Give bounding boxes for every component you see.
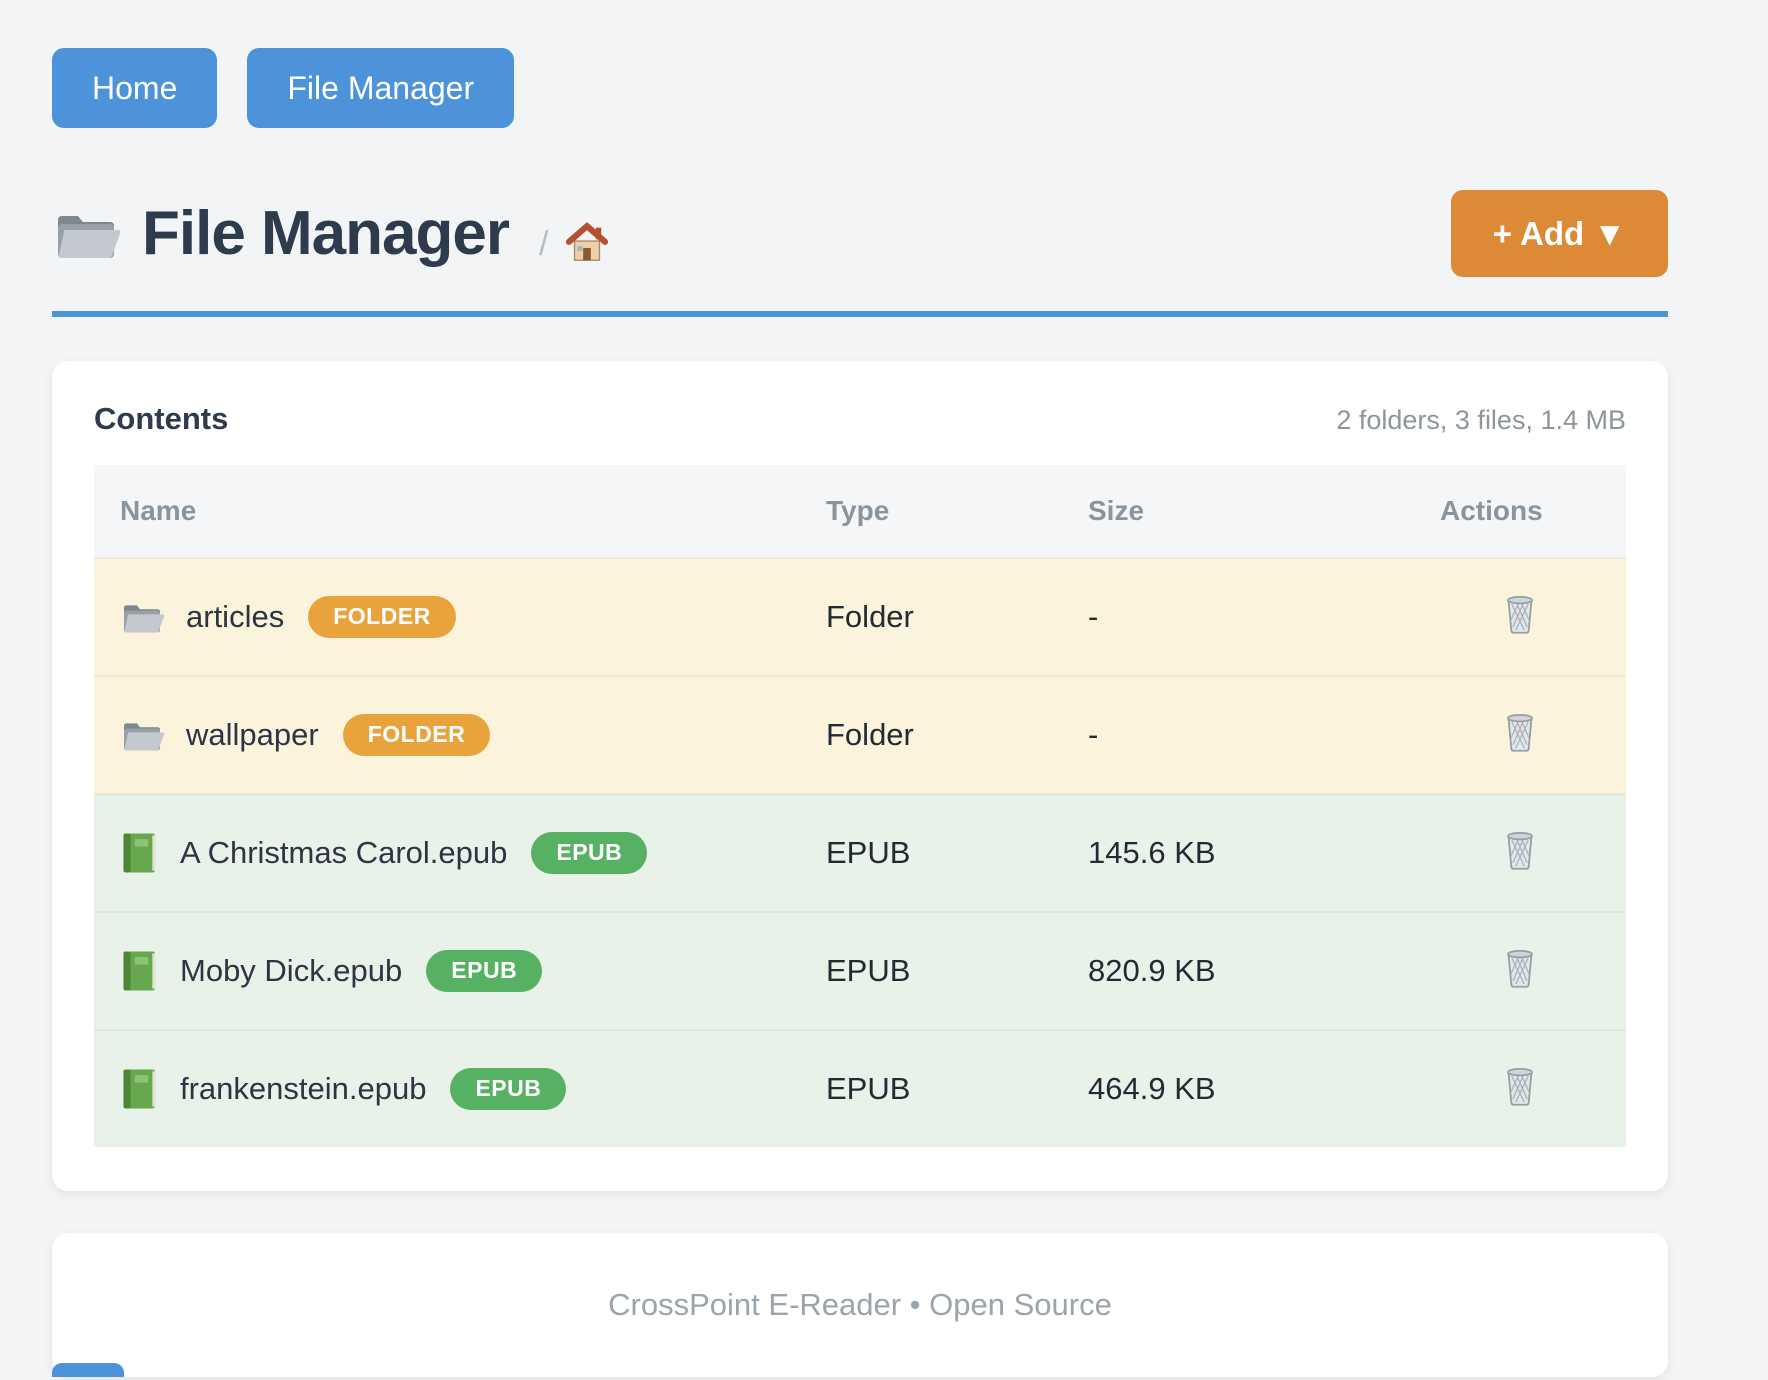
type-cell: EPUB [800, 793, 1062, 912]
trash-icon [1502, 949, 1538, 992]
table-header-row: Name Type Size Actions [94, 465, 1626, 558]
actions-cell [1414, 557, 1626, 676]
footer-card: CrossPoint E-Reader • Open Source [52, 1233, 1668, 1377]
trash-icon [1502, 713, 1538, 756]
partially-visible-button[interactable] [52, 1363, 124, 1377]
column-header-actions: Actions [1414, 465, 1626, 558]
type-badge: FOLDER [342, 714, 491, 756]
name-cell: articles FOLDER [94, 557, 800, 676]
file-table: Name Type Size Actions articles FOLDER Fol… [94, 465, 1626, 1147]
delete-button[interactable] [1502, 709, 1538, 753]
footer-text: CrossPoint E-Reader • Open Source [608, 1287, 1112, 1322]
size-cell: - [1062, 675, 1414, 794]
delete-button[interactable] [1502, 827, 1538, 871]
title-group: File Manager / [52, 198, 610, 269]
file-name[interactable]: frankenstein.epub [180, 1071, 427, 1106]
column-header-size: Size [1062, 465, 1414, 558]
contents-card: Contents 2 folders, 3 files, 1.4 MB Name… [52, 361, 1668, 1191]
type-cell: EPUB [800, 1029, 1062, 1147]
folder-icon [52, 205, 120, 263]
folder-icon [120, 599, 164, 635]
size-cell: 820.9 KB [1062, 911, 1414, 1030]
book-icon [120, 949, 158, 993]
trash-icon [1502, 831, 1538, 874]
type-cell: Folder [800, 675, 1062, 794]
page-title: File Manager [142, 199, 510, 268]
name-cell: A Christmas Carol.epub EPUB [94, 793, 800, 912]
table-row: A Christmas Carol.epub EPUB EPUB 145.6 KB [94, 793, 1626, 912]
home-button[interactable]: Home [52, 48, 218, 128]
file-name[interactable]: A Christmas Carol.epub [180, 835, 508, 870]
file-name[interactable]: articles [186, 599, 285, 634]
contents-summary: 2 folders, 3 files, 1.4 MB [1336, 405, 1626, 435]
top-nav: Home File Manager [52, 0, 1668, 128]
type-badge: EPUB [531, 832, 648, 874]
book-icon [120, 831, 158, 875]
actions-cell [1414, 793, 1626, 912]
file-name[interactable]: wallpaper [186, 717, 319, 752]
header-divider [52, 311, 1668, 317]
actions-cell [1414, 1029, 1626, 1147]
type-badge: FOLDER [308, 596, 456, 638]
delete-button[interactable] [1502, 945, 1538, 989]
trash-icon [1502, 1067, 1538, 1110]
trash-icon [1502, 595, 1538, 638]
actions-cell [1414, 911, 1626, 1030]
delete-button[interactable] [1502, 1063, 1538, 1107]
delete-button[interactable] [1502, 591, 1538, 635]
column-header-type: Type [800, 465, 1062, 558]
type-cell: EPUB [800, 911, 1062, 1030]
table-row: frankenstein.epub EPUB EPUB 464.9 KB [94, 1029, 1626, 1147]
size-cell: 145.6 KB [1062, 793, 1414, 912]
file-name[interactable]: Moby Dick.epub [180, 953, 403, 988]
contents-heading: Contents [94, 401, 229, 436]
contents-card-header: Contents 2 folders, 3 files, 1.4 MB [94, 401, 1626, 437]
home-breadcrumb-icon[interactable] [564, 221, 610, 265]
book-icon [120, 1067, 158, 1111]
table-row: wallpaper FOLDER Folder - [94, 675, 1626, 794]
table-row: articles FOLDER Folder - [94, 557, 1626, 676]
type-cell: Folder [800, 557, 1062, 676]
table-row: Moby Dick.epub EPUB EPUB 820.9 KB [94, 911, 1626, 1030]
breadcrumb-separator: / [539, 225, 549, 263]
type-badge: EPUB [450, 1068, 567, 1110]
add-button[interactable]: + Add ▼ [1450, 190, 1668, 277]
name-cell: wallpaper FOLDER [94, 675, 800, 794]
type-badge: EPUB [426, 950, 543, 992]
file-manager-button[interactable]: File Manager [247, 48, 515, 128]
size-cell: 464.9 KB [1062, 1029, 1414, 1147]
page-header: File Manager / + Add ▼ [52, 190, 1668, 277]
name-cell: frankenstein.epub EPUB [94, 1029, 800, 1147]
folder-icon [120, 717, 164, 753]
name-cell: Moby Dick.epub EPUB [94, 911, 800, 1030]
size-cell: - [1062, 557, 1414, 676]
column-header-name: Name [94, 465, 800, 558]
actions-cell [1414, 675, 1626, 794]
